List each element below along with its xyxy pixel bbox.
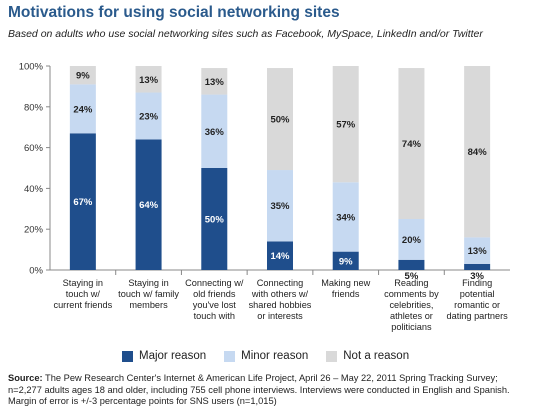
data-label-major: 50%	[205, 215, 225, 226]
y-tick-label: 20%	[24, 225, 44, 236]
bar-major	[201, 168, 228, 270]
bar-minor	[398, 219, 425, 260]
category-label: Connecting with others w/ shared hobbies…	[248, 278, 312, 321]
y-tick-label: 0%	[29, 266, 43, 277]
bar-not	[135, 66, 162, 93]
legend-swatch-major	[122, 350, 133, 362]
bar-major	[267, 241, 293, 270]
data-label-minor: 13%	[468, 246, 488, 257]
legend-label-minor: Minor reason	[241, 350, 309, 362]
bar-not	[201, 68, 228, 95]
bar-minor	[135, 92, 162, 140]
bar-minor	[464, 237, 491, 264]
chart-title: Motivations for using social networking …	[8, 4, 340, 21]
data-label-minor: 23%	[139, 111, 159, 122]
data-label-not: 74%	[402, 139, 422, 150]
source-text: The Pew Research Center's Internet & Ame…	[8, 373, 510, 406]
y-tick-label: 80%	[24, 102, 44, 113]
bar-minor	[69, 84, 96, 134]
legend-item-minor: Minor reason	[224, 350, 308, 362]
category-label: Finding potential romantic or dating par…	[446, 278, 508, 321]
category-label: Making new friends	[321, 278, 371, 299]
chart-subtitle: Based on adults who use social networkin…	[8, 28, 483, 40]
data-label-major: 67%	[73, 197, 93, 208]
y-tick-label: 60%	[24, 143, 44, 154]
y-tick-label: 40%	[24, 184, 44, 195]
data-label-major: 14%	[270, 251, 290, 262]
data-label-major: 64%	[139, 200, 159, 211]
bar-minor	[267, 170, 293, 242]
y-tick-label: 100%	[19, 62, 44, 73]
data-label-not: 57%	[336, 120, 356, 131]
bar-major	[332, 251, 359, 270]
legend-item-major: Major reason	[122, 350, 206, 362]
data-label-not: 9%	[76, 71, 90, 82]
bar-not	[464, 66, 491, 238]
bar-minor	[332, 182, 359, 252]
category-label: Staying in touch w/ current friends	[53, 278, 113, 310]
data-label-not: 84%	[468, 147, 488, 158]
category-label: Staying in touch w/ family members	[118, 278, 179, 310]
data-label-minor: 34%	[336, 212, 356, 223]
data-label-major: 9%	[339, 256, 353, 267]
bar-major	[398, 259, 425, 270]
legend-label-not: Not a reason	[343, 350, 410, 362]
legend-label-major: Major reason	[139, 350, 207, 362]
category-label: Reading comments by celebrities, athlete…	[384, 278, 439, 332]
stacked-bar-chart: 0% 20% 40% 60% 80% 100% 67% 24% 9% 64% 23% 13% 50% 36…	[19, 62, 510, 282]
legend-item-not: Not a reason	[326, 350, 409, 362]
source-label: Source:	[8, 373, 43, 383]
source-note: Source: The Pew Research Center's Intern…	[8, 373, 528, 408]
bar-minor	[201, 94, 228, 168]
data-label-major: 5%	[405, 271, 419, 282]
data-label-minor: 24%	[73, 104, 93, 115]
legend-swatch-not	[326, 350, 338, 362]
bar-not	[332, 66, 359, 183]
category-label: Connecting w/ old friends you've lost to…	[185, 278, 244, 321]
data-label-not: 13%	[205, 77, 225, 88]
bar-not	[398, 68, 425, 219]
bar-major	[135, 139, 162, 270]
bar-not	[69, 66, 96, 85]
bar-major	[69, 133, 96, 270]
data-label-not: 13%	[139, 75, 159, 86]
legend-swatch-minor	[224, 350, 236, 362]
data-label-not: 50%	[270, 115, 290, 126]
data-label-major: 3%	[470, 271, 484, 282]
bar-major	[464, 263, 491, 270]
data-label-minor: 36%	[205, 127, 225, 138]
data-label-minor: 35%	[270, 201, 290, 212]
legend: Major reason Minor reason Not a reason	[122, 350, 409, 362]
bar-not	[267, 68, 293, 171]
data-label-minor: 20%	[402, 235, 422, 246]
